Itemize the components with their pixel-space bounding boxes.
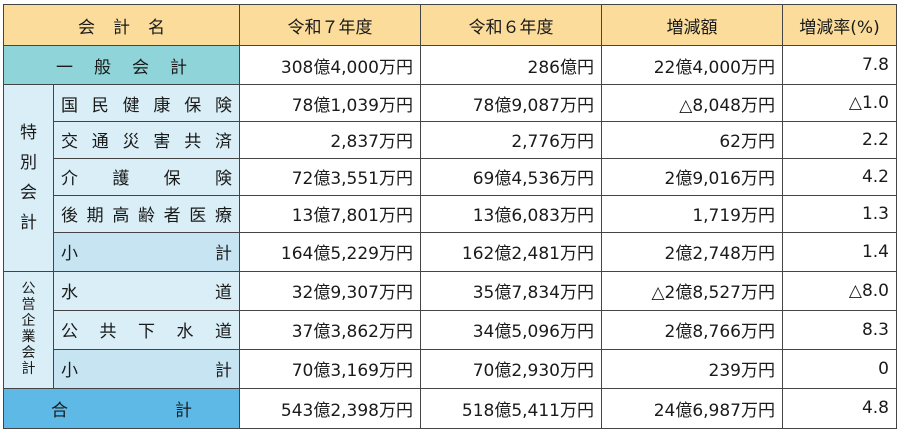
special-subtotal-row: 小計 164億5,229万円 162億2,481万円 2億2,748万円 1.4 bbox=[4, 231, 897, 272]
public-subtotal-fy7: 70億3,169万円 bbox=[239, 348, 421, 389]
special-row-3-fy7: 13億7,801万円 bbox=[239, 194, 421, 233]
special-row-1-fy7: 2,837万円 bbox=[239, 121, 421, 159]
public-row: 公営企業会計 水道 32億9,307万円 35億7,834万円 △2億8,527… bbox=[3, 270, 897, 389]
special-row-1-rate: 2.2 bbox=[782, 121, 897, 159]
public-row-1-fy6: 34億5,096万円 bbox=[420, 309, 602, 350]
special-row-0-name: 国民健康保険 bbox=[61, 95, 232, 116]
special-label: 特別会計 bbox=[20, 122, 37, 233]
special-row: 特別会計 国民健康保険 78億1,039万円 78億9,087万円 △8,048… bbox=[3, 84, 897, 272]
public-row-0-fy7: 32億9,307万円 bbox=[239, 270, 421, 311]
special-row-1-diff: 62万円 bbox=[601, 121, 783, 159]
public-row: 公共下水道 37億3,862万円 34億5,096万円 2億8,766万円 8.… bbox=[4, 309, 897, 350]
header-account-name: 会計名 bbox=[3, 3, 240, 47]
special-row-2-name-cell: 介護保険 bbox=[53, 157, 240, 196]
header-row: 会計名 令和７年度 令和６年度 増減額 増減率(%) bbox=[3, 3, 897, 47]
public-row-1-name-cell: 公共下水道 bbox=[53, 309, 240, 350]
special-row-2-fy7: 72億3,551万円 bbox=[239, 157, 421, 196]
special-row-2-name: 介護保険 bbox=[61, 169, 232, 190]
special-row-1-name-cell: 交通災害共済 bbox=[53, 121, 240, 159]
public-row-0-name: 水道 bbox=[61, 283, 232, 304]
special-row-0-rate: △1.0 bbox=[782, 84, 897, 123]
public-row-0-fy6: 35億7,834万円 bbox=[420, 270, 602, 311]
special-row-3-name-cell: 後期高齢者医療 bbox=[53, 194, 240, 233]
total-name-cell: 合計 bbox=[3, 387, 240, 430]
public-row-1-fy7: 37億3,862万円 bbox=[239, 309, 421, 350]
special-subtotal-diff: 2億2,748万円 bbox=[601, 231, 783, 272]
public-subtotal-name-cell: 小計 bbox=[53, 348, 240, 389]
special-row: 介護保険 72億3,551万円 69億4,536万円 2億9,016万円 4.2 bbox=[4, 157, 897, 196]
special-row-0-diff: △8,048万円 bbox=[601, 84, 783, 123]
special-subtotal-rate: 1.4 bbox=[782, 231, 897, 272]
special-subtotal-name-cell: 小計 bbox=[53, 231, 240, 272]
public-category-label: 公営企業会計 bbox=[3, 270, 54, 389]
header-rate: 増減率(%) bbox=[782, 3, 897, 47]
special-row-2-fy6: 69億4,536万円 bbox=[420, 157, 602, 196]
special-subtotal-name: 小計 bbox=[61, 244, 232, 265]
public-row-1-diff: 2億8,766万円 bbox=[601, 309, 783, 350]
public-subtotal-row: 小計 70億3,169万円 70億2,930万円 239万円 0 bbox=[4, 348, 897, 389]
public-label: 公営企業会計 bbox=[21, 281, 36, 378]
general-name: 一般会計 bbox=[56, 57, 187, 78]
special-row-3-rate: 1.3 bbox=[782, 194, 897, 233]
total-row: 合計 543億2,398万円 518億5,411万円 24億6,987万円 4.… bbox=[3, 387, 897, 430]
general-name-cell: 一般会計 bbox=[3, 45, 240, 86]
general-fy7: 308億4,000万円 bbox=[239, 45, 421, 86]
budget-table: 会計名 令和７年度 令和６年度 増減額 増減率(%) 一般会計 308億4,00… bbox=[3, 3, 897, 430]
public-subtotal-rate: 0 bbox=[782, 348, 897, 389]
special-row-3-fy6: 13億6,083万円 bbox=[420, 194, 602, 233]
public-row-1-rate: 8.3 bbox=[782, 309, 897, 350]
special-row-2-rate: 4.2 bbox=[782, 157, 897, 196]
public-row-0-diff: △2億8,527万円 bbox=[601, 270, 783, 311]
special-row: 後期高齢者医療 13億7,801万円 13億6,083万円 1,719万円 1.… bbox=[4, 194, 897, 233]
public-subtotal-diff: 239万円 bbox=[601, 348, 783, 389]
special-subtotal-fy7: 164億5,229万円 bbox=[239, 231, 421, 272]
general-fy6: 286億円 bbox=[420, 45, 602, 86]
header-fy7: 令和７年度 bbox=[239, 3, 421, 47]
special-row-1-fy6: 2,776万円 bbox=[420, 121, 602, 159]
general-diff: 22億4,000万円 bbox=[601, 45, 783, 86]
special-row-0-name-cell: 国民健康保険 bbox=[53, 84, 240, 123]
public-subtotal-name: 小計 bbox=[61, 361, 232, 382]
header-diff: 増減額 bbox=[601, 3, 783, 47]
total-fy7: 543億2,398万円 bbox=[239, 387, 421, 430]
public-subtotal-fy6: 70億2,930万円 bbox=[420, 348, 602, 389]
total-name: 合計 bbox=[51, 400, 192, 421]
special-row-0-fy6: 78億9,087万円 bbox=[420, 84, 602, 123]
special-row-3-diff: 1,719万円 bbox=[601, 194, 783, 233]
special-row-3-name: 後期高齢者医療 bbox=[61, 206, 232, 227]
general-row: 一般会計 308億4,000万円 286億円 22億4,000万円 7.8 bbox=[3, 45, 897, 86]
special-row-2-diff: 2億9,016万円 bbox=[601, 157, 783, 196]
special-subtotal-fy6: 162億2,481万円 bbox=[420, 231, 602, 272]
special-category-label: 特別会計 bbox=[3, 84, 54, 272]
header-fy6: 令和６年度 bbox=[420, 3, 602, 47]
total-diff: 24億6,987万円 bbox=[601, 387, 783, 430]
special-row: 交通災害共済 2,837万円 2,776万円 62万円 2.2 bbox=[4, 121, 897, 159]
general-rate: 7.8 bbox=[782, 45, 897, 86]
public-row-0-rate: △8.0 bbox=[782, 270, 897, 311]
total-fy6: 518億5,411万円 bbox=[420, 387, 602, 430]
total-rate: 4.8 bbox=[782, 387, 897, 430]
public-row-0-name-cell: 水道 bbox=[53, 270, 240, 311]
public-row-1-name: 公共下水道 bbox=[61, 322, 232, 343]
special-row-1-name: 交通災害共済 bbox=[61, 132, 232, 153]
special-row-0-fy7: 78億1,039万円 bbox=[239, 84, 421, 123]
